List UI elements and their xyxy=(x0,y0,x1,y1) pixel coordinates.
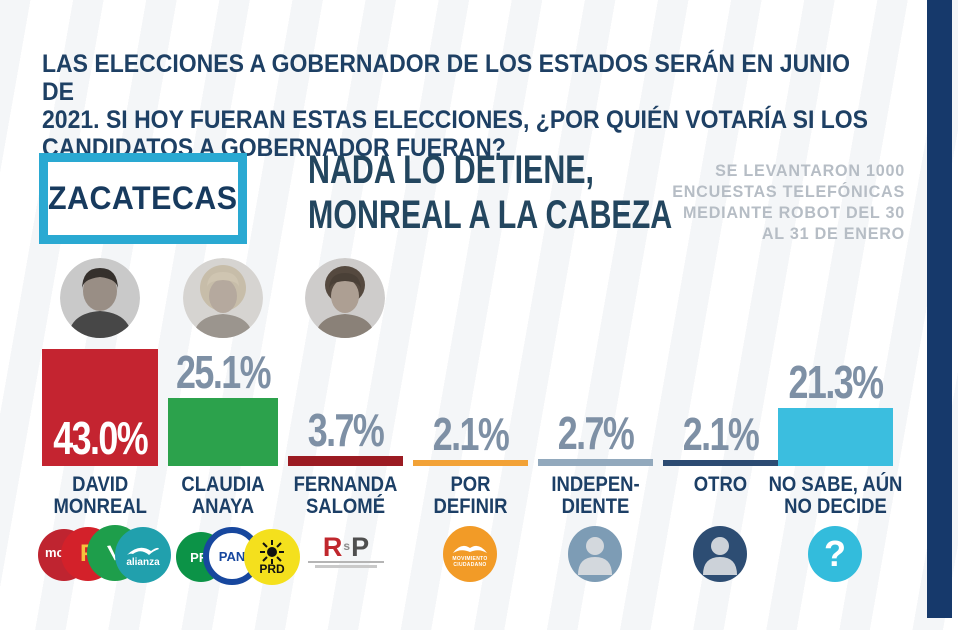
value-label: 2.7% xyxy=(557,406,635,459)
chart-column-no-sabe: 21.3% NO SABE, AÚN NO DECIDE xyxy=(769,340,903,610)
logo-rsp: R s P xyxy=(308,534,384,574)
bar-claudia-anaya xyxy=(168,397,278,466)
value-label: 2.1% xyxy=(432,408,510,461)
bar-otro xyxy=(663,460,778,466)
candidate-photo-claudia-anaya xyxy=(183,258,263,338)
value-label: 25.1% xyxy=(176,345,272,398)
bar-por-definir xyxy=(413,460,528,466)
person-silhouette-icon xyxy=(703,537,737,575)
question-mark-glyph: ? xyxy=(824,533,846,574)
candidate-name: INDEPEN- DIENTE xyxy=(551,473,640,518)
portrait-woman-icon xyxy=(305,258,385,338)
mc-eagle-icon xyxy=(453,545,487,553)
person-silhouette-icon xyxy=(578,537,612,575)
alianza-bird-icon xyxy=(127,547,159,555)
logo-prd-icon: PRD xyxy=(244,529,300,585)
logo-mc-label: mc xyxy=(45,545,64,560)
right-accent-bar xyxy=(927,0,952,618)
chart-column-david-monreal: 43.0% DAVID MONREAL xyxy=(42,340,158,610)
candidate-name: CLAUDIA ANAYA xyxy=(181,473,265,518)
prd-sun-icon xyxy=(260,539,284,564)
value-label: 3.7% xyxy=(307,403,385,456)
candidate-photo-david-monreal xyxy=(60,258,140,338)
rsp-tagline-line xyxy=(315,565,377,568)
candidate-name: POR DEFINIR xyxy=(433,473,508,518)
bar-fernanda-salome xyxy=(288,455,403,466)
chart-column-otro: 2.1% OTRO xyxy=(663,340,778,610)
methodology-note: SE LEVANTARON 1000 ENCUESTAS TELEFÓNICAS M… xyxy=(672,161,905,243)
coalition-logos-anaya: PRI PAN PRD xyxy=(176,524,308,588)
chart-column-claudia-anaya: 25.1% CLAUDIA ANAYA xyxy=(168,340,278,610)
portrait-woman-blonde-icon xyxy=(183,258,263,338)
coalition-logos-monreal: mc P ★ V alianza xyxy=(38,524,172,586)
candidate-photo-fernanda-salome xyxy=(305,258,385,338)
rsp-p-label: P xyxy=(351,532,370,562)
independiente-person-icon xyxy=(568,526,622,582)
chart-column-independiente: 2.7% INDEPEN- DIENTE xyxy=(538,340,653,610)
state-badge-label: ZACATECAS xyxy=(48,180,238,216)
logo-movimiento-ciudadano-icon: MOVIMIENTO CIUDADANO xyxy=(443,526,497,582)
candidate-name: DAVID MONREAL xyxy=(53,473,147,518)
rsp-s-label: s xyxy=(343,539,351,553)
logo-alianza-label: alianza xyxy=(126,557,160,568)
candidate-name: OTRO xyxy=(693,473,748,496)
candidate-name: FERNANDA SALOMÉ xyxy=(293,473,398,518)
portrait-man-icon xyxy=(60,258,140,338)
mc-wordmark: MOVIMIENTO CIUDADANO xyxy=(452,556,488,568)
candidate-name: NO SABE, AÚN NO DECIDE xyxy=(768,473,903,518)
logo-prd-label: PRD xyxy=(259,561,285,576)
otro-person-icon xyxy=(693,526,747,582)
value-label: 21.3% xyxy=(788,356,885,409)
state-badge: ZACATECAS xyxy=(39,153,247,244)
chart-column-fernanda-salome: 3.7% FERNANDA SALOMÉ xyxy=(288,340,403,610)
survey-question: LAS ELECCIONES A GOBERNADOR DE LOS ESTAD… xyxy=(42,50,869,162)
bar-no-sabe xyxy=(778,408,893,466)
value-label: 43.0% xyxy=(53,412,149,464)
bar-independiente xyxy=(538,458,653,466)
rsp-r-label: R xyxy=(322,532,343,562)
question-mark-icon: ? xyxy=(808,526,862,582)
chart-column-por-definir: 2.1% POR DEFINIR xyxy=(413,340,528,610)
headline: NADA LO DETIENE, MONREAL A LA CABEZA xyxy=(308,148,673,237)
value-label: 2.1% xyxy=(682,408,760,461)
logo-nueva-alianza-icon: alianza xyxy=(115,527,171,583)
logo-pan-label: PAN xyxy=(218,548,246,564)
bar-david-monreal xyxy=(42,349,158,466)
